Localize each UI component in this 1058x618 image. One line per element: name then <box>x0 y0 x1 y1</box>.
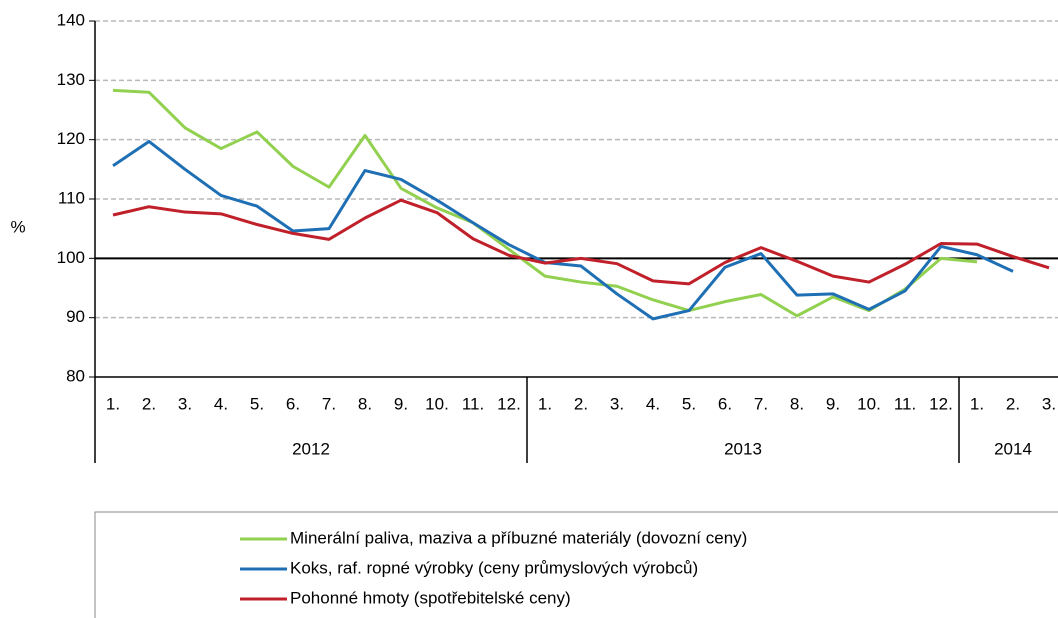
x-tick-label: 8. <box>790 394 804 413</box>
group-label: 2013 <box>724 439 762 458</box>
y-tick-label: 80 <box>66 366 85 385</box>
x-tick-label: 9. <box>394 394 408 413</box>
x-tick-label: 6. <box>286 394 300 413</box>
legend-label: Pohonné hmoty (spotřebitelské ceny) <box>290 588 571 607</box>
legend-label: Minerální paliva, maziva a příbuzné mate… <box>290 528 747 547</box>
x-tick-label: 1. <box>106 394 120 413</box>
series-line <box>112 88 978 318</box>
y-tick-label: 100 <box>57 248 85 267</box>
x-tick-label: 4. <box>646 394 660 413</box>
x-tick-label: 10. <box>857 394 881 413</box>
x-tick-label: 1. <box>970 394 984 413</box>
group-label: 2014 <box>994 439 1032 458</box>
x-tick-label: 5. <box>250 394 264 413</box>
series-line <box>112 198 1050 286</box>
x-tick-label: 4. <box>214 394 228 413</box>
x-tick-label: 3. <box>1042 394 1056 413</box>
x-tick-label: 2. <box>574 394 588 413</box>
x-tick-label: 2. <box>142 394 156 413</box>
group-label: 2012 <box>292 439 330 458</box>
x-tick-label: 3. <box>610 394 624 413</box>
y-tick-label: 110 <box>58 188 85 207</box>
y-tick-label: 120 <box>57 129 85 148</box>
x-tick-label: 7. <box>754 394 768 413</box>
x-tick-label: 5. <box>682 394 696 413</box>
x-tick-label: 6. <box>718 394 732 413</box>
x-tick-label: 2. <box>1006 394 1020 413</box>
x-tick-label: 3. <box>178 394 192 413</box>
y-tick-label: 130 <box>57 70 85 89</box>
x-tick-label: 9. <box>826 394 840 413</box>
y-tick-label: 140 <box>57 10 85 29</box>
x-tick-label: 11. <box>462 394 484 413</box>
y-axis-label: % <box>10 217 25 236</box>
x-tick-label: 12. <box>497 394 521 413</box>
series-line <box>112 139 1014 321</box>
x-tick-label: 10. <box>425 394 449 413</box>
x-tick-label: 1. <box>538 394 552 413</box>
y-tick-label: 90 <box>66 307 85 326</box>
legend-label: Koks, raf. ropné výrobky (ceny průmyslov… <box>290 558 698 577</box>
x-tick-label: 7. <box>322 394 336 413</box>
x-tick-label: 8. <box>358 394 372 413</box>
x-tick-label: 12. <box>929 394 953 413</box>
x-tick-label: 11. <box>894 394 916 413</box>
